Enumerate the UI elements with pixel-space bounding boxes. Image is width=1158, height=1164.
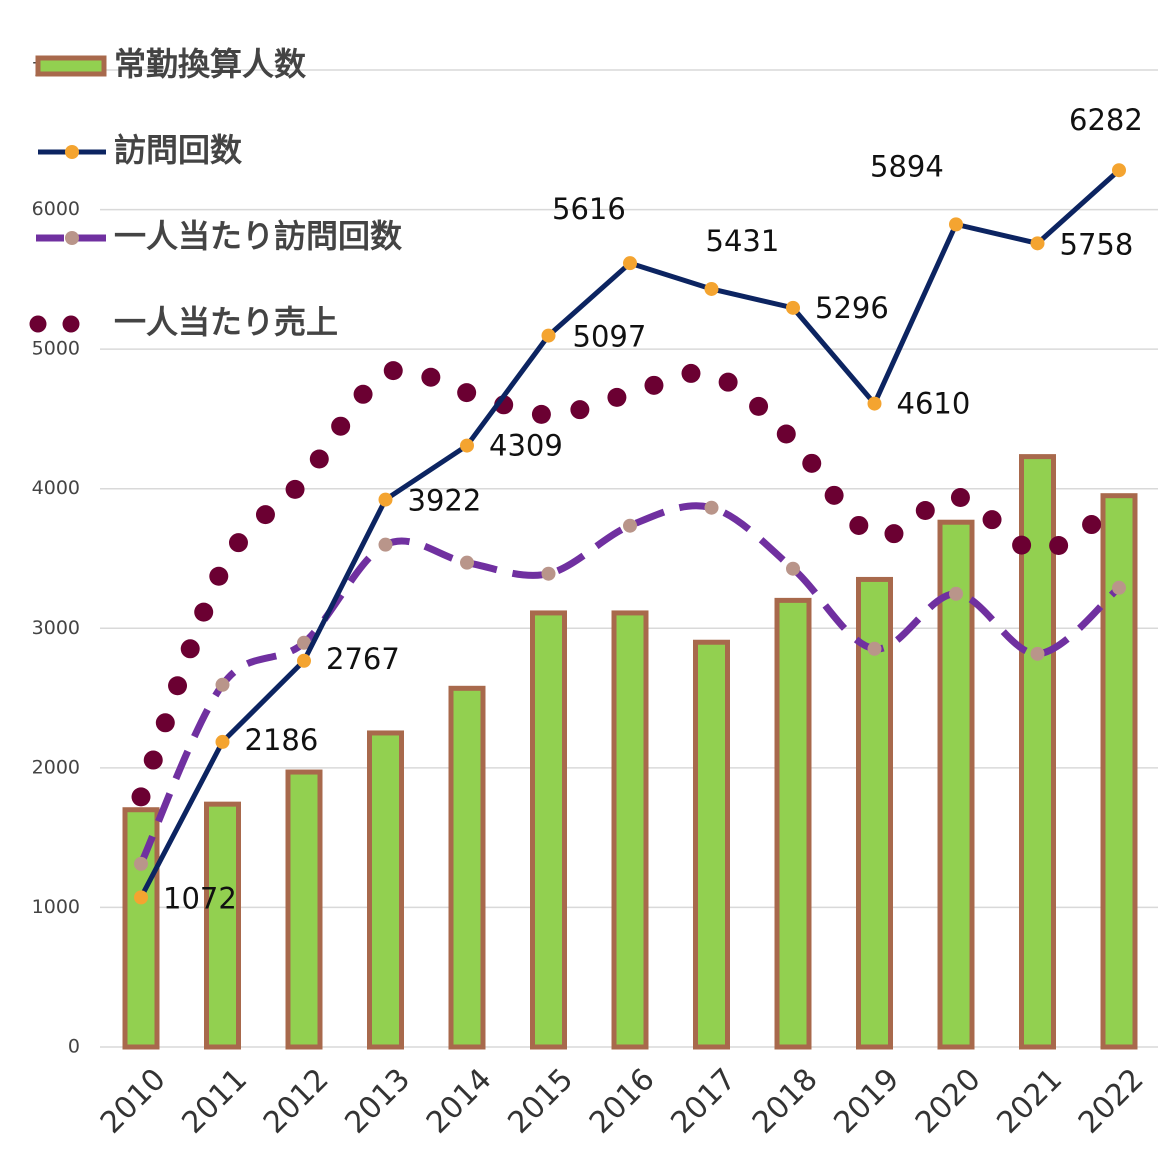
bar bbox=[204, 801, 241, 1050]
per-person-visits-marker bbox=[704, 500, 719, 515]
x-tick-label: 2015 bbox=[501, 1062, 580, 1141]
data-label: 1072 bbox=[163, 881, 237, 915]
per-person-visits-marker bbox=[786, 561, 800, 576]
data-label: 4610 bbox=[897, 387, 971, 421]
bar bbox=[530, 610, 567, 1050]
data-label: 5616 bbox=[552, 192, 626, 226]
visits-marker bbox=[949, 217, 963, 232]
legend-label: 訪問回数 bbox=[114, 131, 243, 169]
bar bbox=[1019, 454, 1056, 1050]
bar bbox=[937, 519, 975, 1050]
visits-marker bbox=[867, 396, 882, 411]
visits-marker bbox=[623, 256, 637, 271]
bar bbox=[774, 597, 812, 1050]
data-label: 2186 bbox=[245, 723, 319, 757]
bar bbox=[856, 576, 893, 1050]
x-tick-label: 2021 bbox=[990, 1062, 1069, 1141]
per-person-visits-marker bbox=[623, 518, 637, 533]
visits-marker bbox=[460, 438, 474, 453]
x-tick-label: 2020 bbox=[909, 1062, 988, 1141]
data-label: 3922 bbox=[408, 484, 482, 518]
y-tick-label: 0 bbox=[68, 1036, 80, 1058]
data-label: 5431 bbox=[706, 224, 780, 258]
legend-swatch bbox=[35, 55, 107, 77]
x-tick-label: 2017 bbox=[664, 1062, 743, 1141]
x-tick-label: 2014 bbox=[420, 1062, 499, 1141]
y-tick-label: 2000 bbox=[32, 756, 80, 778]
visits-marker bbox=[215, 734, 230, 749]
legend-label: 常勤換算人数 bbox=[114, 45, 307, 83]
legend-marker bbox=[65, 145, 79, 159]
x-tick-label: 2018 bbox=[746, 1062, 825, 1141]
x-tick-label: 2013 bbox=[338, 1062, 417, 1141]
visits-marker bbox=[1112, 163, 1126, 178]
visits-marker bbox=[134, 890, 148, 905]
data-label: 5097 bbox=[573, 320, 647, 354]
legend-marker bbox=[65, 231, 79, 245]
y-tick-label: 1000 bbox=[32, 896, 80, 918]
visits-marker bbox=[297, 653, 311, 668]
per-person-visits-marker bbox=[134, 856, 148, 871]
per-person-visits-marker bbox=[297, 635, 311, 650]
visits-marker bbox=[378, 492, 393, 507]
bar bbox=[448, 685, 486, 1050]
y-tick-label: 5000 bbox=[32, 338, 80, 360]
x-tick-label: 2022 bbox=[1072, 1062, 1151, 1141]
bar bbox=[285, 769, 323, 1050]
visits-marker bbox=[1030, 236, 1045, 251]
per-person-visits-marker bbox=[949, 586, 963, 601]
y-tick-label: 4000 bbox=[32, 477, 80, 499]
data-label: 5758 bbox=[1060, 227, 1134, 261]
y-tick-label: 6000 bbox=[32, 198, 80, 220]
data-label: 4309 bbox=[489, 429, 563, 463]
x-tick-label: 2010 bbox=[94, 1062, 173, 1141]
visits-marker bbox=[786, 300, 800, 315]
visits-marker bbox=[704, 281, 719, 296]
y-tick-label: 3000 bbox=[32, 617, 80, 639]
legend-label: 一人当たり訪問回数 bbox=[114, 217, 403, 255]
bar bbox=[122, 807, 160, 1050]
per-person-visits-marker bbox=[460, 555, 474, 570]
x-tick-label: 2016 bbox=[583, 1062, 662, 1141]
bar bbox=[693, 639, 730, 1050]
bar bbox=[1100, 493, 1138, 1050]
x-tick-label: 2011 bbox=[175, 1062, 254, 1141]
x-tick-label: 2012 bbox=[257, 1062, 336, 1141]
data-label: 2767 bbox=[326, 642, 400, 676]
legend-label: 一人当たり売上 bbox=[114, 303, 338, 341]
bar bbox=[367, 730, 404, 1050]
per-person-visits-marker bbox=[378, 537, 393, 552]
per-person-visits-marker bbox=[1030, 646, 1045, 661]
visits-marker bbox=[541, 328, 556, 343]
data-label: 6282 bbox=[1069, 103, 1143, 137]
per-person-visits-marker bbox=[541, 566, 556, 581]
bar bbox=[611, 610, 649, 1050]
data-label: 5296 bbox=[815, 291, 889, 325]
x-tick-label: 2019 bbox=[827, 1062, 906, 1141]
data-label: 5894 bbox=[870, 149, 944, 183]
per-person-visits-marker bbox=[1112, 580, 1126, 595]
per-person-visits-marker bbox=[867, 641, 882, 656]
per-person-sales-line bbox=[131, 359, 1129, 807]
per-person-visits-marker bbox=[215, 677, 230, 692]
